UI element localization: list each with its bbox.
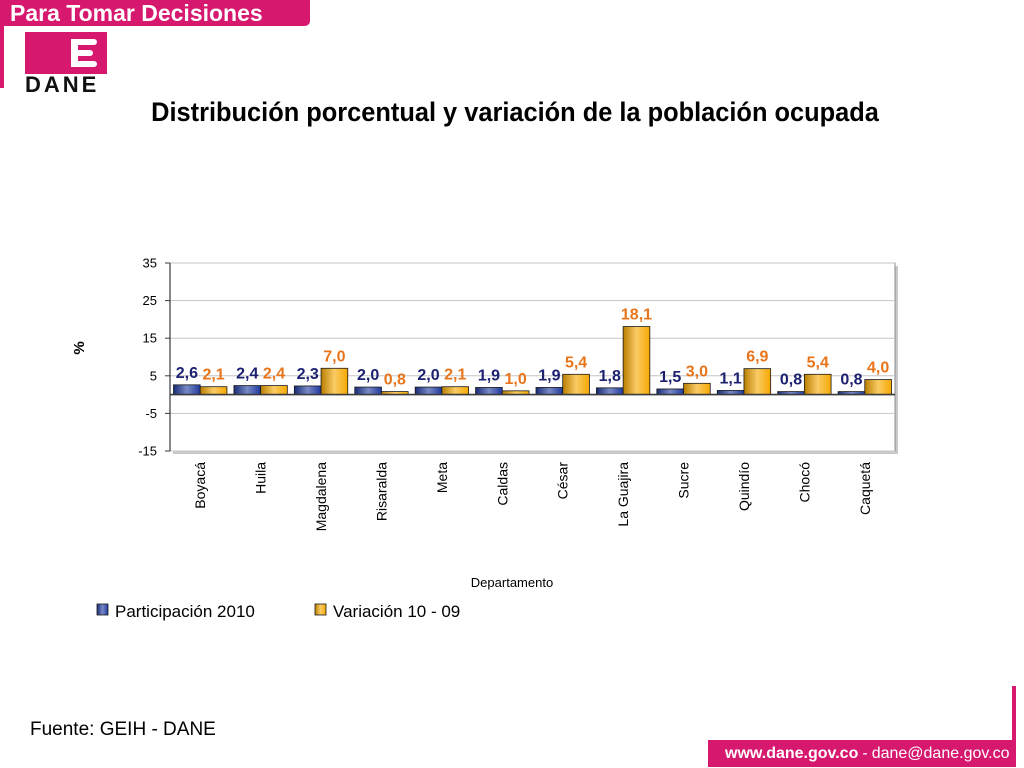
- bar-variacion: [622, 326, 651, 395]
- footer-rule: [1012, 686, 1016, 740]
- data-label-participacion: 2,0: [357, 367, 379, 384]
- bar-participacion: [656, 388, 684, 396]
- data-label-variacion: 3,0: [686, 363, 708, 380]
- y-tick-label: 25: [143, 293, 157, 308]
- x-tick-label: Risaralda: [373, 462, 389, 521]
- legend: Participación 2010 Variación 10 - 09: [96, 602, 460, 621]
- data-label-variacion: 5,4: [565, 354, 587, 371]
- data-label-variacion: 4,0: [867, 360, 889, 377]
- data-label-variacion: 7,0: [323, 348, 345, 365]
- legend-swatch-participacion: [96, 603, 109, 616]
- bar-variacion: [320, 367, 349, 395]
- y-tick-label: -5: [145, 406, 157, 421]
- website-link[interactable]: www.dane.gov.co: [725, 745, 859, 762]
- bar-participacion: [233, 385, 262, 396]
- x-tick-label: César: [555, 462, 571, 500]
- header-banner-text: Para Tomar Decisiones: [10, 0, 263, 26]
- data-label-participacion: 1,1: [719, 370, 741, 387]
- bar-variacion: [199, 386, 228, 395]
- header-rule: [0, 26, 4, 88]
- bar-variacion: [683, 382, 711, 396]
- data-label-participacion: 0,8: [840, 372, 862, 389]
- x-tick-label: Magdalena: [313, 462, 329, 531]
- bar-participacion: [475, 387, 503, 395]
- data-label-variacion: 2,1: [202, 367, 224, 384]
- data-label-variacion: 18,1: [621, 307, 652, 324]
- x-tick-label: Boyacá: [192, 462, 208, 509]
- footer-band: www.dane.gov.co - dane@dane.gov.co: [708, 740, 1016, 767]
- x-tick-label: Sucre: [676, 462, 692, 499]
- data-label-variacion: 2,4: [263, 366, 285, 383]
- x-tick-label: Caquetá: [857, 462, 873, 515]
- data-label-variacion: 5,4: [807, 354, 829, 371]
- dane-logo: DANE: [25, 32, 109, 97]
- y-tick-label: -15: [138, 444, 157, 459]
- plot-layer: 35 25 15 5 -5 -15 2,6 2,4 2,3 2,0 2,0 1,9 1,9 1,8 1,5 1…: [138, 256, 898, 531]
- page-title: Distribución porcentual y variación de l…: [151, 97, 879, 127]
- data-label-participacion: 1,9: [478, 367, 500, 384]
- bar-variacion: [864, 379, 892, 395]
- data-label-participacion: 0,8: [780, 372, 802, 389]
- x-tick-label: La Guajira: [615, 462, 631, 527]
- legend-swatch-variacion: [314, 603, 327, 616]
- bar-variacion: [562, 373, 590, 396]
- chart: 35 25 15 5 -5 -15 2,6 2,4 2,3 2,0 2,0 1,9 1,9 1,8 1,5 1…: [71, 256, 898, 621]
- footer-separator: -: [862, 745, 868, 762]
- x-tick-label: Meta: [434, 462, 450, 493]
- x-tick-label: Chocó: [796, 462, 812, 503]
- y-tick-label: 5: [150, 368, 157, 383]
- data-label-participacion: 1,8: [599, 368, 621, 385]
- dane-logo-icon: [25, 32, 107, 74]
- x-tick-label: Huila: [253, 462, 269, 494]
- logo-text: DANE: [25, 72, 100, 97]
- data-label-variacion: 0,8: [384, 372, 406, 389]
- y-tick-label: 15: [143, 331, 157, 346]
- legend-label-participacion: Participación 2010: [115, 602, 255, 621]
- bar-variacion: [803, 373, 832, 396]
- data-label-participacion: 2,0: [417, 367, 439, 384]
- data-label-variacion: 1,0: [505, 371, 527, 388]
- data-label-participacion: 1,9: [538, 367, 560, 384]
- plot-area: [169, 262, 896, 452]
- x-tick-label: Caldas: [494, 462, 510, 506]
- bar-participacion: [354, 386, 382, 396]
- bar-participacion: [173, 384, 201, 396]
- bar-variacion: [743, 368, 772, 396]
- legend-label-variacion: Variación 10 - 09: [333, 602, 460, 621]
- data-label-participacion: 2,3: [297, 366, 319, 383]
- bar-participacion: [414, 386, 443, 396]
- x-tick-label: Quindío: [736, 462, 752, 511]
- source-note: Fuente: GEIH - DANE: [30, 719, 216, 740]
- header-banner: Para Tomar Decisiones: [0, 0, 310, 26]
- bar-variacion: [260, 385, 288, 396]
- data-label-participacion: 1,5: [659, 369, 681, 386]
- bar-participacion: [535, 387, 564, 395]
- data-label-variacion: 2,1: [444, 367, 466, 384]
- bar-participacion: [293, 385, 322, 395]
- bar-variacion: [441, 386, 469, 395]
- y-axis-label: %: [71, 341, 88, 354]
- data-label-participacion: 2,6: [176, 365, 198, 382]
- y-tick-label: 35: [143, 256, 157, 271]
- data-label-variacion: 6,9: [746, 349, 768, 366]
- data-label-participacion: 2,4: [236, 366, 258, 383]
- bar-participacion: [596, 387, 624, 396]
- x-axis-title: Departamento: [471, 575, 553, 590]
- email-link[interactable]: dane@dane.gov.co: [871, 745, 1010, 762]
